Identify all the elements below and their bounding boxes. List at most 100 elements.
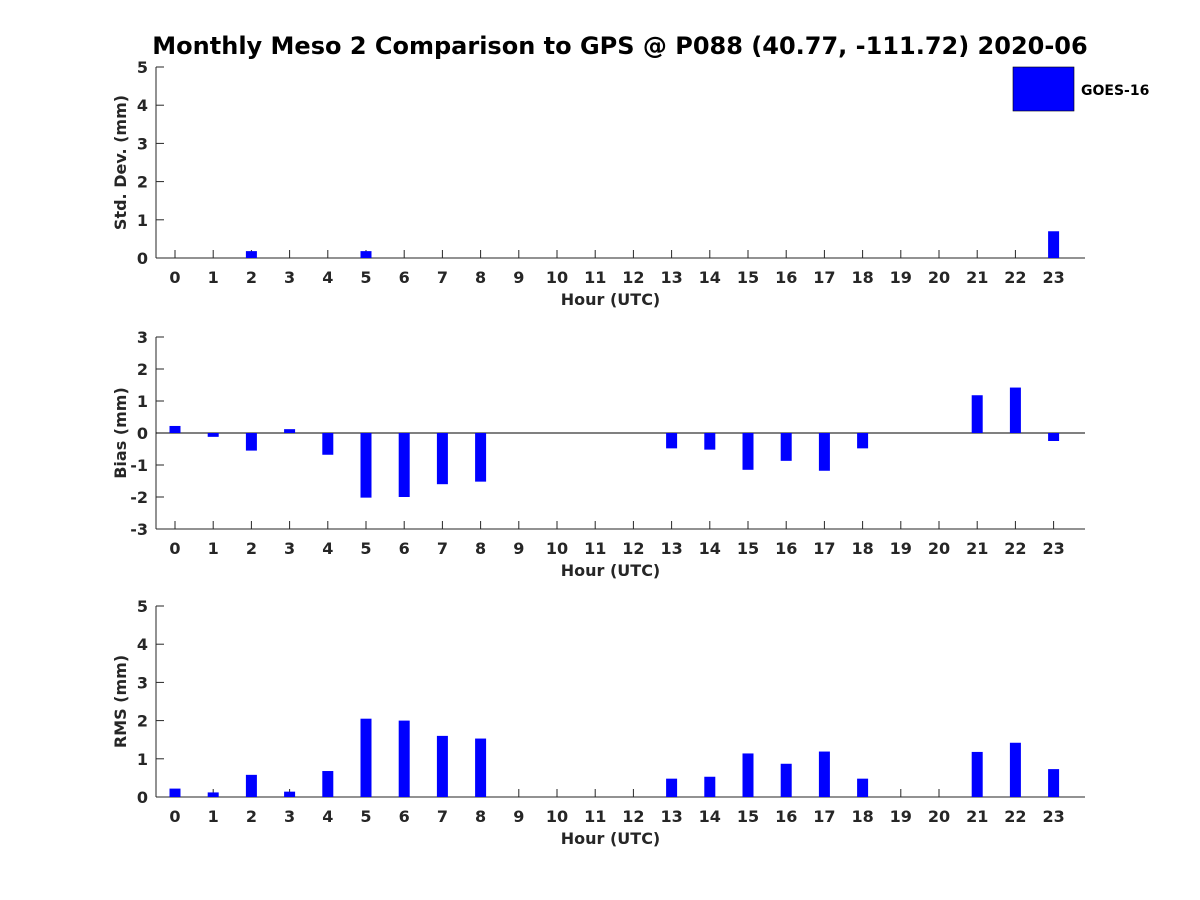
x-tick-label: 3	[284, 539, 295, 558]
y-tick-label: 4	[137, 635, 148, 654]
x-tick-label: 18	[851, 807, 873, 826]
x-tick-label: 22	[1004, 539, 1026, 558]
x-tick-label: 17	[813, 807, 835, 826]
x-tick-label: 13	[660, 268, 682, 287]
x-tick-label: 20	[928, 539, 950, 558]
y-tick-label: 1	[137, 392, 148, 411]
x-tick-label: 21	[966, 807, 988, 826]
bar-hour-23	[1048, 769, 1060, 797]
bar-hour-15	[742, 433, 754, 470]
y-axis-label: Bias (mm)	[111, 387, 130, 479]
bar-hour-2	[245, 433, 257, 451]
x-tick-label: 13	[660, 807, 682, 826]
bar-hour-1	[207, 433, 219, 437]
x-tick-label: 16	[775, 539, 797, 558]
x-tick-label: 4	[322, 539, 333, 558]
bar-hour-5	[360, 433, 372, 498]
x-tick-label: 14	[699, 268, 721, 287]
bar-hour-5	[360, 718, 372, 797]
y-tick-label: 2	[137, 712, 148, 731]
y-axis-label: Std. Dev. (mm)	[111, 95, 130, 230]
x-tick-label: 7	[437, 539, 448, 558]
x-tick-label: 11	[584, 807, 606, 826]
x-tick-label: 7	[437, 807, 448, 826]
y-tick-label: -1	[130, 456, 148, 475]
x-tick-label: 12	[622, 268, 644, 287]
x-tick-label: 8	[475, 268, 486, 287]
x-tick-label: 3	[284, 807, 295, 826]
bar-hour-18	[857, 778, 869, 797]
bar-hour-23	[1048, 231, 1060, 258]
x-tick-label: 9	[513, 268, 524, 287]
bar-hour-4	[322, 433, 334, 455]
y-tick-label: -2	[130, 488, 148, 507]
figure-title: Monthly Meso 2 Comparison to GPS @ P088 …	[152, 32, 1087, 60]
x-tick-label: 20	[928, 268, 950, 287]
x-tick-label: 23	[1042, 807, 1064, 826]
y-tick-label: 4	[137, 96, 148, 115]
x-tick-label: 7	[437, 268, 448, 287]
bar-hour-0	[169, 425, 181, 433]
x-tick-label: 18	[851, 539, 873, 558]
x-tick-label: 1	[208, 807, 219, 826]
x-tick-label: 16	[775, 268, 797, 287]
x-tick-label: 22	[1004, 807, 1026, 826]
bar-hour-1	[207, 792, 219, 797]
x-tick-label: 15	[737, 539, 759, 558]
y-axis-label: RMS (mm)	[111, 655, 130, 748]
legend-swatch	[1012, 66, 1075, 112]
bar-hour-2	[245, 251, 257, 258]
x-axis-label: Hour (UTC)	[561, 561, 661, 580]
legend: GOES-16	[1012, 66, 1149, 112]
y-tick-label: 0	[137, 788, 148, 807]
x-tick-label: 14	[699, 807, 721, 826]
y-tick-label: 2	[137, 360, 148, 379]
bar-hour-13	[666, 433, 678, 449]
x-tick-label: 5	[360, 539, 371, 558]
x-tick-label: 22	[1004, 268, 1026, 287]
bar-hour-6	[398, 433, 410, 497]
y-tick-label: -3	[130, 520, 148, 539]
y-tick-label: 1	[137, 211, 148, 230]
bar-hour-8	[475, 738, 487, 797]
x-tick-label: 14	[699, 539, 721, 558]
x-tick-label: 12	[622, 807, 644, 826]
bar-hour-3	[284, 429, 296, 433]
x-tick-label: 2	[246, 268, 257, 287]
bar-hour-22	[1009, 742, 1021, 797]
x-axis-label: Hour (UTC)	[561, 290, 661, 309]
bar-hour-8	[475, 433, 487, 482]
x-tick-label: 2	[246, 807, 257, 826]
x-tick-label: 5	[360, 268, 371, 287]
bar-hour-13	[666, 778, 678, 797]
y-tick-label: 0	[137, 249, 148, 268]
x-tick-label: 0	[169, 539, 180, 558]
bar-hour-6	[398, 720, 410, 797]
x-tick-label: 17	[813, 268, 835, 287]
x-tick-label: 1	[208, 539, 219, 558]
x-tick-label: 4	[322, 268, 333, 287]
bar-hour-18	[857, 433, 869, 449]
x-tick-label: 1	[208, 268, 219, 287]
x-tick-label: 21	[966, 268, 988, 287]
bar-hour-17	[818, 751, 830, 797]
x-tick-label: 5	[360, 807, 371, 826]
y-tick-label: 0	[137, 424, 148, 443]
x-tick-label: 11	[584, 539, 606, 558]
bar-hour-15	[742, 753, 754, 797]
x-tick-label: 11	[584, 268, 606, 287]
bar-hour-4	[322, 771, 334, 797]
x-tick-label: 16	[775, 807, 797, 826]
x-tick-label: 10	[546, 539, 568, 558]
x-tick-label: 13	[660, 539, 682, 558]
bar-hour-21	[971, 395, 983, 433]
x-tick-label: 8	[475, 539, 486, 558]
x-tick-label: 6	[399, 268, 410, 287]
bar-hour-5	[360, 251, 372, 258]
x-tick-label: 6	[399, 807, 410, 826]
bar-hour-7	[436, 433, 448, 485]
